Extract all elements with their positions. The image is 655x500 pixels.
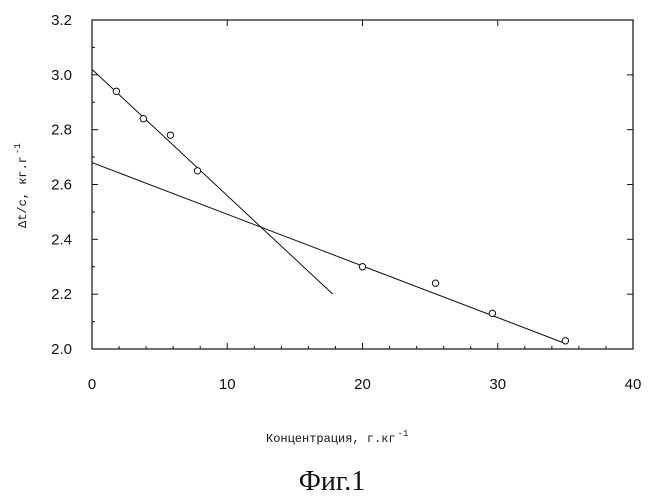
data-point <box>359 264 365 270</box>
y-axis: 2.0 2.2 2.4 2.6 2.8 3.0 3.2 <box>51 12 633 358</box>
data-point <box>140 116 146 122</box>
data-point <box>489 310 495 316</box>
y-axis-label: Δt/c, кг.г-1 <box>13 143 30 228</box>
y-tick-label: 2.8 <box>51 122 72 139</box>
x-tick-label: 40 <box>625 376 642 393</box>
y-tick-label: 2.0 <box>51 341 72 358</box>
y-tick-label: 2.6 <box>51 177 72 194</box>
y-tick-label: 3.2 <box>51 12 72 29</box>
x-tick-label: 10 <box>219 376 236 393</box>
data-point <box>167 132 173 138</box>
x-axis: 0 10 20 30 40 <box>88 20 642 393</box>
y-tick-label: 2.4 <box>51 231 72 248</box>
data-point <box>562 338 568 344</box>
data-point <box>113 88 119 94</box>
y-axis-label-group: Δt/c, кг.г-1 <box>13 143 30 228</box>
y-tick-label: 2.2 <box>51 286 72 303</box>
y-tick-label: 3.0 <box>51 67 72 84</box>
plot-frame <box>92 20 633 349</box>
fit-line <box>92 69 333 294</box>
data-point <box>432 280 438 286</box>
data-point <box>194 168 200 174</box>
fit-lines <box>92 69 565 343</box>
x-tick-label: 30 <box>489 376 506 393</box>
x-tick-label: 20 <box>354 376 371 393</box>
x-tick-label: 0 <box>88 376 96 393</box>
x-axis-label: Концентрация, г.кг-1 <box>266 429 408 446</box>
figure-caption: Фиг.1 <box>299 466 365 497</box>
data-points <box>113 88 568 344</box>
